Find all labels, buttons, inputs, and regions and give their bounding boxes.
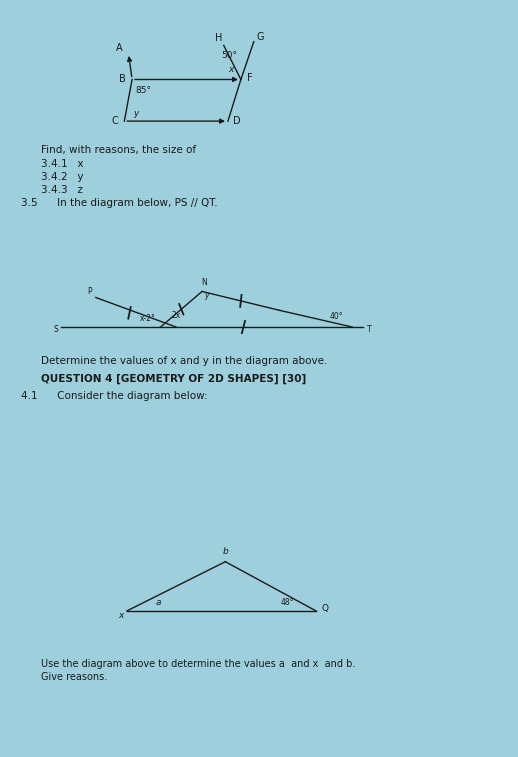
Text: 3.4.3   z: 3.4.3 z	[41, 185, 83, 195]
Text: b: b	[222, 547, 228, 556]
Text: 50°: 50°	[221, 51, 237, 60]
Text: T: T	[367, 325, 371, 334]
Text: A: A	[116, 43, 122, 54]
Text: 3.4.2   y: 3.4.2 y	[41, 172, 84, 182]
Text: x-2°: x-2°	[140, 314, 155, 323]
Text: S: S	[53, 325, 59, 334]
Text: H: H	[215, 33, 222, 43]
Text: 3.4.1   x: 3.4.1 x	[41, 159, 84, 169]
Text: B: B	[119, 74, 126, 85]
Text: G: G	[256, 32, 264, 42]
Text: Determine the values of x and y in the diagram above.: Determine the values of x and y in the d…	[41, 356, 328, 366]
Text: F: F	[248, 73, 253, 83]
Text: 48°: 48°	[281, 598, 294, 607]
Text: 3.5      In the diagram below, PS // QT.: 3.5 In the diagram below, PS // QT.	[21, 198, 218, 207]
Text: a: a	[155, 598, 161, 607]
Text: 40°: 40°	[330, 313, 343, 322]
Text: 2x: 2x	[171, 311, 181, 320]
Text: x: x	[228, 65, 233, 74]
Text: Use the diagram above to determine the values a  and x  and b.: Use the diagram above to determine the v…	[41, 659, 356, 668]
Text: N: N	[202, 279, 208, 288]
Text: Give reasons.: Give reasons.	[41, 672, 108, 682]
Text: QUESTION 4 [GEOMETRY OF 2D SHAPES] [30]: QUESTION 4 [GEOMETRY OF 2D SHAPES] [30]	[41, 374, 307, 385]
Text: 85°: 85°	[136, 86, 151, 95]
Text: y: y	[133, 109, 138, 118]
Text: D: D	[234, 116, 241, 126]
Text: 4.1      Consider the diagram below:: 4.1 Consider the diagram below:	[21, 391, 207, 401]
Text: Find, with reasons, the size of: Find, with reasons, the size of	[41, 145, 196, 155]
Text: y: y	[204, 291, 208, 300]
Text: x: x	[118, 612, 123, 621]
Text: C: C	[111, 116, 119, 126]
Text: Q: Q	[322, 604, 329, 613]
Text: P: P	[88, 288, 92, 297]
